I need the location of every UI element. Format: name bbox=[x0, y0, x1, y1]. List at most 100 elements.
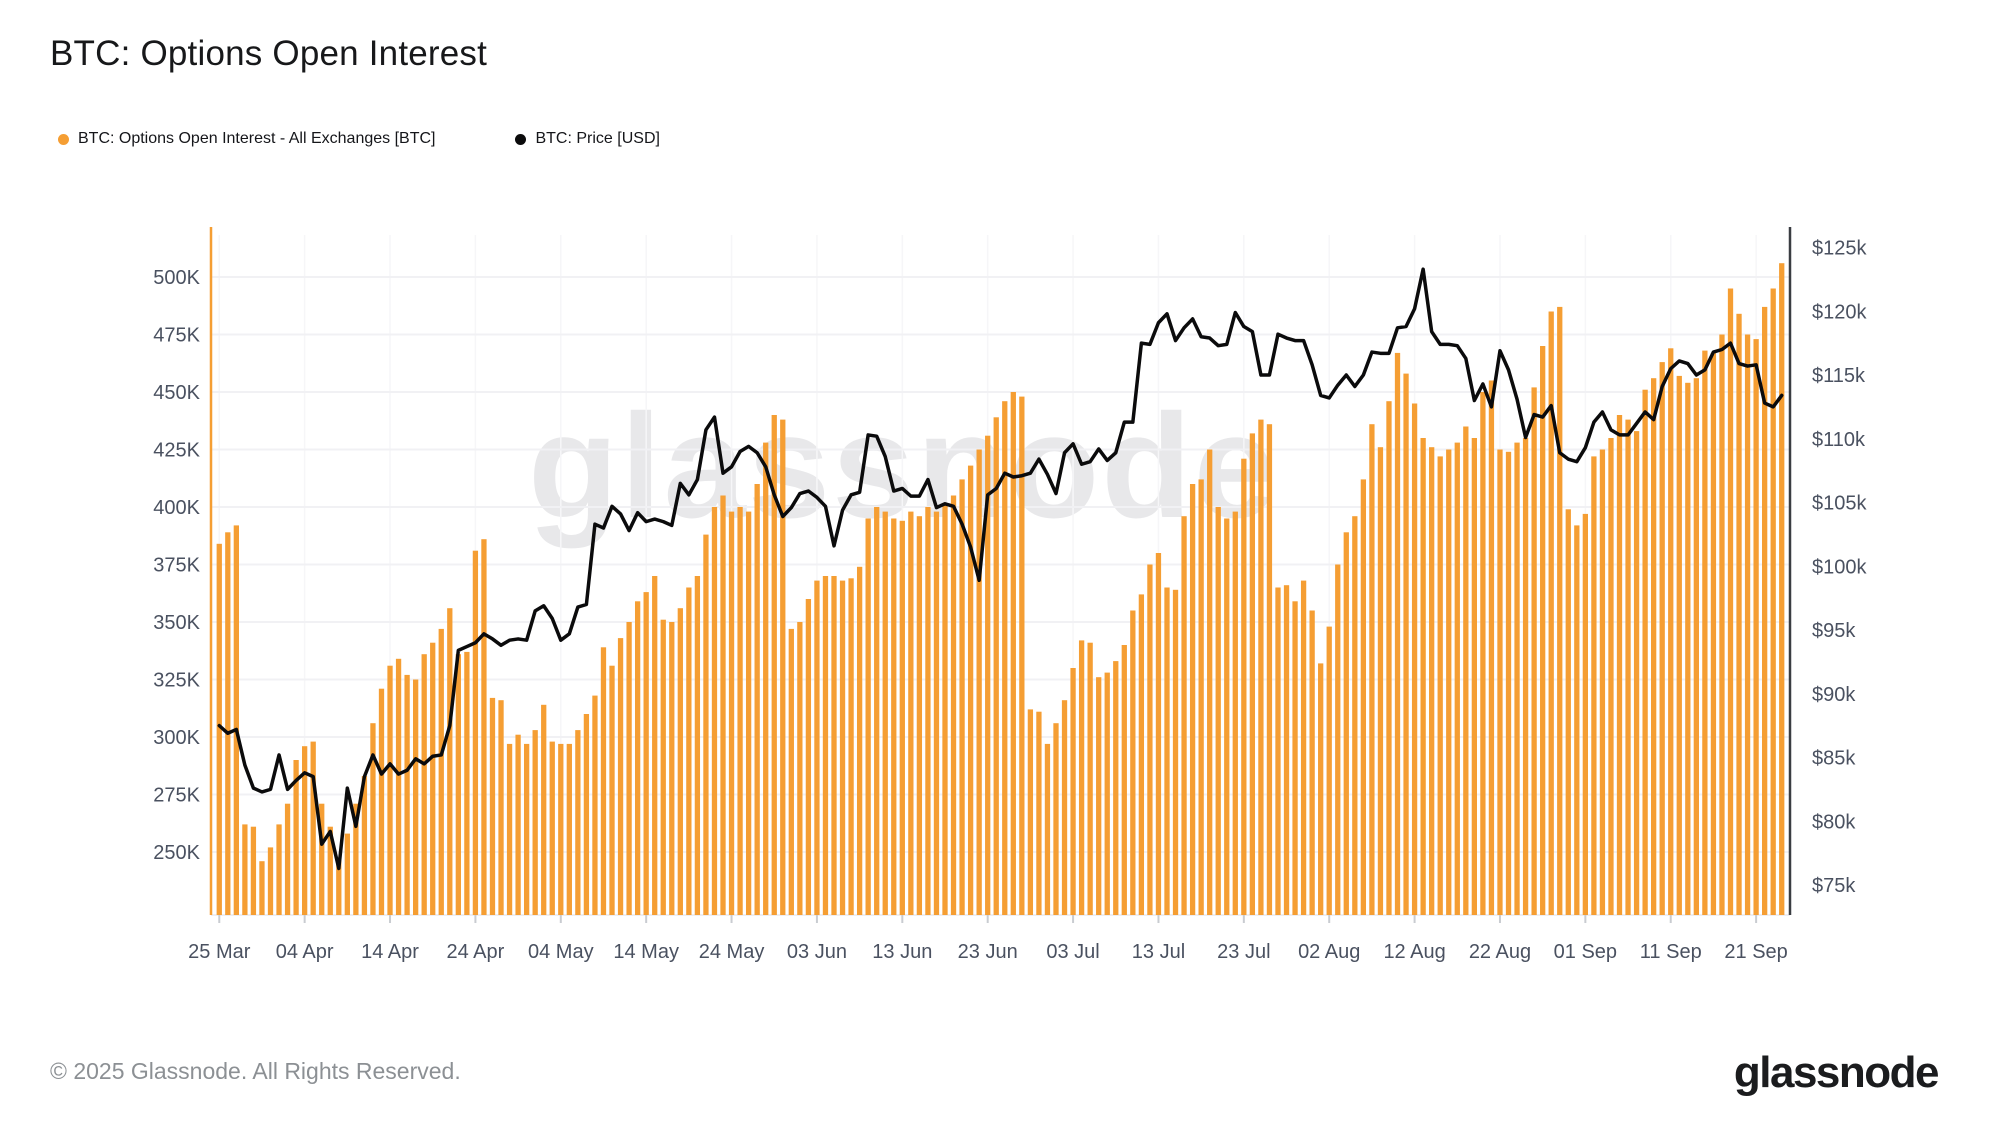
oi-bar[interactable] bbox=[1522, 438, 1529, 915]
oi-bar[interactable] bbox=[575, 730, 581, 915]
oi-bar[interactable] bbox=[1514, 442, 1520, 915]
oi-bar[interactable] bbox=[1488, 380, 1495, 916]
oi-bar[interactable] bbox=[1702, 350, 1708, 916]
oi-bar[interactable] bbox=[950, 495, 957, 916]
oi-bar[interactable] bbox=[797, 622, 803, 915]
oi-bar[interactable] bbox=[558, 743, 564, 915]
oi-bar[interactable] bbox=[1249, 433, 1256, 915]
oi-bar[interactable] bbox=[1736, 313, 1742, 915]
oi-bar[interactable] bbox=[344, 833, 350, 915]
oi-bar[interactable] bbox=[1616, 415, 1623, 915]
oi-bar[interactable] bbox=[848, 578, 854, 915]
oi-bar[interactable] bbox=[933, 511, 940, 915]
oi-bar[interactable] bbox=[1659, 362, 1665, 916]
oi-bar[interactable] bbox=[1266, 424, 1273, 915]
oi-bar[interactable] bbox=[1651, 378, 1657, 915]
oi-bar[interactable] bbox=[1369, 424, 1375, 915]
oi-bar[interactable] bbox=[1189, 484, 1196, 915]
oi-bar[interactable] bbox=[1471, 438, 1477, 915]
oi-bar[interactable] bbox=[942, 504, 948, 915]
oi-bar[interactable] bbox=[1258, 419, 1264, 915]
oi-bar[interactable] bbox=[421, 654, 427, 915]
oi-bar[interactable] bbox=[1505, 451, 1512, 915]
oi-bar[interactable] bbox=[302, 746, 308, 915]
oi-bar[interactable] bbox=[1642, 389, 1648, 915]
oi-bar[interactable] bbox=[1762, 306, 1768, 915]
oi-bar[interactable] bbox=[1548, 311, 1554, 916]
oi-bar[interactable] bbox=[1710, 352, 1717, 915]
oi-bar[interactable] bbox=[1343, 532, 1349, 915]
oi-bar[interactable] bbox=[566, 743, 572, 915]
oi-bar[interactable] bbox=[865, 518, 871, 916]
oi-bar[interactable] bbox=[1087, 642, 1093, 915]
oi-bar[interactable] bbox=[1386, 401, 1392, 915]
oi-bar[interactable] bbox=[1113, 661, 1119, 915]
oi-bar[interactable] bbox=[874, 507, 880, 915]
oi-bar[interactable] bbox=[1394, 352, 1401, 915]
oi-bar[interactable] bbox=[361, 776, 368, 915]
oi-bar[interactable] bbox=[1437, 456, 1443, 915]
oi-bar[interactable] bbox=[669, 622, 675, 915]
price-line[interactable] bbox=[217, 267, 1784, 871]
oi-bar[interactable] bbox=[1181, 516, 1187, 915]
oi-bar[interactable] bbox=[1411, 403, 1418, 916]
oi-bar[interactable] bbox=[1104, 672, 1110, 915]
oi-bar[interactable] bbox=[771, 415, 777, 915]
oi-bar[interactable] bbox=[916, 516, 923, 915]
oi-bar[interactable] bbox=[1480, 392, 1486, 915]
oi-bar[interactable] bbox=[728, 511, 735, 915]
oi-bar[interactable] bbox=[1599, 449, 1606, 916]
oi-bar[interactable] bbox=[1010, 392, 1016, 915]
oi-bar[interactable] bbox=[1531, 387, 1537, 915]
oi-bar[interactable] bbox=[1300, 580, 1307, 915]
oi-bar[interactable] bbox=[882, 511, 888, 915]
oi-bar[interactable] bbox=[233, 525, 239, 915]
oi-bar[interactable] bbox=[1565, 509, 1571, 915]
oi-bar[interactable] bbox=[754, 484, 760, 915]
oi-bar[interactable] bbox=[763, 442, 769, 915]
oi-bar[interactable] bbox=[523, 743, 530, 915]
oi-bar[interactable] bbox=[1779, 263, 1785, 915]
oi-bar[interactable] bbox=[1429, 447, 1435, 915]
oi-bar[interactable] bbox=[959, 479, 965, 915]
oi-bar[interactable] bbox=[745, 511, 752, 915]
oi-bar[interactable] bbox=[404, 674, 410, 915]
oi-bar[interactable] bbox=[378, 688, 385, 915]
oi-bar[interactable] bbox=[592, 695, 598, 915]
oi-bar[interactable] bbox=[1377, 447, 1384, 915]
oi-bar[interactable] bbox=[1215, 507, 1221, 915]
oi-bar[interactable] bbox=[506, 743, 513, 915]
oi-bar[interactable] bbox=[489, 697, 496, 915]
oi-bar[interactable] bbox=[1557, 306, 1563, 915]
oi-bar[interactable] bbox=[1292, 601, 1298, 915]
oi-bar[interactable] bbox=[1036, 711, 1042, 915]
oi-bar[interactable] bbox=[703, 534, 709, 915]
oi-bar[interactable] bbox=[1352, 516, 1358, 915]
oi-bar[interactable] bbox=[1446, 449, 1452, 916]
oi-bar[interactable] bbox=[1693, 378, 1699, 915]
oi-bar[interactable] bbox=[1232, 511, 1238, 915]
oi-bar[interactable] bbox=[1172, 589, 1179, 915]
oi-bar[interactable] bbox=[1420, 438, 1426, 915]
oi-bar[interactable] bbox=[549, 741, 555, 915]
oi-bar[interactable] bbox=[617, 638, 624, 915]
oi-bar[interactable] bbox=[1582, 513, 1588, 915]
oi-bar[interactable] bbox=[976, 449, 982, 916]
oi-bar[interactable] bbox=[967, 465, 974, 915]
oi-bar[interactable] bbox=[472, 550, 479, 915]
oi-bar[interactable] bbox=[652, 576, 658, 915]
oi-bar[interactable] bbox=[856, 566, 863, 915]
oi-bar[interactable] bbox=[1275, 587, 1281, 916]
oi-bar[interactable] bbox=[336, 858, 342, 915]
legend-item-price[interactable]: BTC: Price [USD] bbox=[515, 130, 660, 148]
oi-bar[interactable] bbox=[1497, 449, 1503, 916]
oi-bar[interactable] bbox=[1224, 518, 1230, 916]
oi-bar[interactable] bbox=[583, 714, 590, 915]
oi-bar[interactable] bbox=[711, 507, 718, 915]
oi-bar[interactable] bbox=[1283, 585, 1290, 915]
oi-bar[interactable] bbox=[925, 507, 931, 915]
oi-bar[interactable] bbox=[387, 665, 393, 915]
oi-bar[interactable] bbox=[1719, 334, 1725, 916]
oi-bar[interactable] bbox=[353, 803, 359, 915]
oi-bar[interactable] bbox=[1685, 382, 1691, 915]
